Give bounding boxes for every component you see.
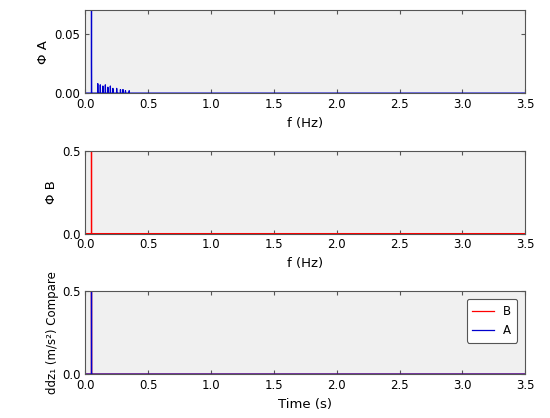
B [499, 372, 505, 377]
B [522, 372, 529, 377]
Y-axis label: Φ A: Φ A [37, 40, 51, 64]
A [499, 372, 505, 377]
B [108, 372, 115, 377]
B [82, 372, 89, 377]
B [297, 372, 304, 377]
A [297, 372, 304, 377]
B [88, 289, 95, 294]
A [82, 372, 89, 377]
Line: B: B [85, 291, 525, 374]
A [108, 372, 115, 377]
A [88, 289, 95, 294]
B [84, 372, 91, 377]
B [168, 372, 175, 377]
A [168, 372, 175, 377]
A [84, 372, 91, 377]
Legend: B, A: B, A [466, 299, 517, 343]
Y-axis label: Φ B: Φ B [45, 180, 58, 204]
Y-axis label: ddz₁ (m/s²) Compare: ddz₁ (m/s²) Compare [46, 271, 59, 394]
B [100, 372, 107, 377]
A [522, 372, 529, 377]
X-axis label: f (Hz): f (Hz) [287, 117, 323, 130]
Line: A: A [85, 291, 525, 374]
X-axis label: Time (s): Time (s) [278, 398, 332, 410]
A [100, 372, 107, 377]
X-axis label: f (Hz): f (Hz) [287, 257, 323, 270]
